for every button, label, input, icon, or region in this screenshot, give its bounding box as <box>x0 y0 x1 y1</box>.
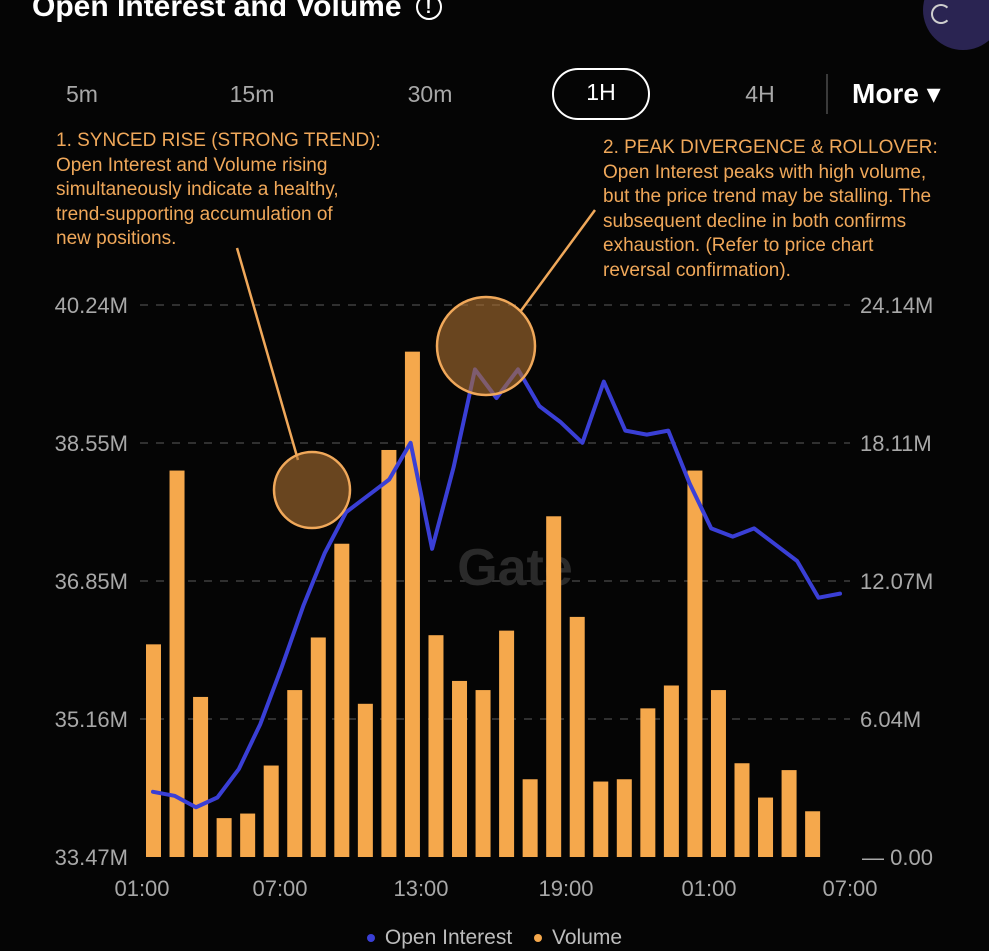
volume-bar[interactable] <box>169 470 185 857</box>
tab-30m[interactable]: 30m <box>407 81 453 107</box>
annotation-line: but the price trend may be stalling. The <box>603 186 932 207</box>
callout-leader-line <box>235 247 300 461</box>
legend-item-volume[interactable]: Volume <box>534 926 622 950</box>
annotation-peak-divergence: 2. PEAK DIVERGENCE & ROLLOVER: Open Inte… <box>603 136 938 283</box>
right-axis-tick-label: — 0.00 <box>862 845 933 870</box>
volume-bar[interactable] <box>546 516 562 857</box>
x-axis-tick-label: 07:00 <box>252 876 307 901</box>
chart-header: Open Interest and Volume ! <box>32 0 442 32</box>
volume-bar[interactable] <box>499 630 515 857</box>
volume-bar[interactable] <box>710 690 726 857</box>
volume-bar[interactable] <box>687 470 703 857</box>
interval-tabs: 5m 15m 30m 1H 4H More ▾ <box>0 68 989 122</box>
legend-dot-icon <box>534 934 543 942</box>
volume-bar[interactable] <box>357 703 373 857</box>
volume-bar[interactable] <box>428 635 444 857</box>
annotation-title: 2. PEAK DIVERGENCE & ROLLOVER: <box>603 137 938 158</box>
volume-bars <box>146 351 821 857</box>
volume-bar[interactable] <box>381 449 397 857</box>
chart-title: Open Interest and Volume <box>32 0 402 23</box>
annotation-line: simultaneously indicate a healthy, <box>56 179 339 200</box>
annotation-line: subsequent decline in both confirms <box>603 210 907 232</box>
left-axis-tick-label: 33.47M <box>55 845 128 870</box>
annotation-title: 1. SYNCED RISE (STRONG TREND): <box>56 130 381 151</box>
x-axis-tick-label: 13:00 <box>393 876 448 901</box>
x-axis-tick-label: 01:00 <box>681 876 736 901</box>
x-axis-tick-label: 07:00 <box>822 876 877 901</box>
legend-label: Volume <box>552 926 623 949</box>
right-axis-tick-label: 18.11M <box>860 431 932 456</box>
right-axis-tick-label: 12.07M <box>860 569 933 594</box>
x-axis-tick-label: 19:00 <box>538 876 593 901</box>
volume-bar[interactable] <box>334 543 350 857</box>
x-axis-tick-label: 01:00 <box>114 876 169 901</box>
volume-bar[interactable] <box>758 797 774 857</box>
annotation-callouts <box>235 209 597 530</box>
legend-dot-icon <box>366 934 375 942</box>
left-axis-tick-label: 38.55M <box>55 431 128 456</box>
annotation-line: trend-supporting accumulation of <box>56 203 333 225</box>
left-axis-tick-label: 40.24M <box>55 293 128 318</box>
volume-bar[interactable] <box>593 781 609 857</box>
volume-bar[interactable] <box>216 818 232 857</box>
volume-bar[interactable] <box>781 770 797 857</box>
callout-circle-synced-rise <box>272 450 352 530</box>
legend-label: Open Interest <box>384 926 513 949</box>
annotation-line: Open Interest peaks with high volume, <box>603 161 927 183</box>
info-icon[interactable]: ! <box>415 0 442 20</box>
volume-bar[interactable] <box>146 644 161 857</box>
right-axis-tick-label: 24.14M <box>860 293 933 318</box>
open-interest-line <box>151 367 842 810</box>
volume-bar[interactable] <box>734 763 750 857</box>
tab-15m[interactable]: 15m <box>229 81 275 107</box>
volume-bar[interactable] <box>240 813 256 857</box>
volume-bar[interactable] <box>404 351 420 857</box>
callout-leader-line <box>518 209 597 313</box>
right-axis-tick-label: 6.04M <box>860 707 921 732</box>
tab-divider <box>826 74 828 114</box>
left-axis-tick-label: 36.85M <box>55 569 128 594</box>
annotation-synced-rise: 1. SYNCED RISE (STRONG TREND): Open Inte… <box>56 129 381 252</box>
annotation-line: exhaustion. (Refer to price chart <box>603 235 874 256</box>
annotation-line: Open Interest and Volume rising <box>56 154 328 176</box>
left-axis-tick-label: 35.16M <box>55 707 128 732</box>
annotation-line: reversal confirmation). <box>603 259 791 281</box>
volume-bar[interactable] <box>663 685 679 857</box>
volume-bar[interactable] <box>640 708 656 857</box>
volume-bar[interactable] <box>475 690 491 857</box>
tab-5m[interactable]: 5m <box>66 81 98 107</box>
more-dropdown[interactable]: More ▾ <box>852 78 941 109</box>
callout-circle-peak-divergence <box>435 295 537 397</box>
tab-1h[interactable]: 1H <box>552 68 650 120</box>
volume-bar[interactable] <box>616 779 632 857</box>
volume-bar[interactable] <box>522 779 538 857</box>
axis-labels: 40.24M 24.14M 38.55M 18.11M 36.85M 12.07M 35.1… <box>55 293 934 901</box>
volume-bar[interactable] <box>452 680 468 857</box>
volume-bar[interactable] <box>287 690 303 857</box>
volume-bar[interactable] <box>569 616 585 857</box>
chart-legend: Open Interest Volume <box>0 924 989 950</box>
open-interest-line-path[interactable] <box>151 367 842 810</box>
annotation-line: new positions. <box>56 228 177 249</box>
volume-bar[interactable] <box>310 637 326 857</box>
volume-bar[interactable] <box>263 765 279 857</box>
volume-bar[interactable] <box>193 696 209 857</box>
volume-bar[interactable] <box>805 811 821 857</box>
legend-item-open-interest[interactable]: Open Interest <box>366 926 513 950</box>
tab-4h[interactable]: 4H <box>745 81 775 107</box>
